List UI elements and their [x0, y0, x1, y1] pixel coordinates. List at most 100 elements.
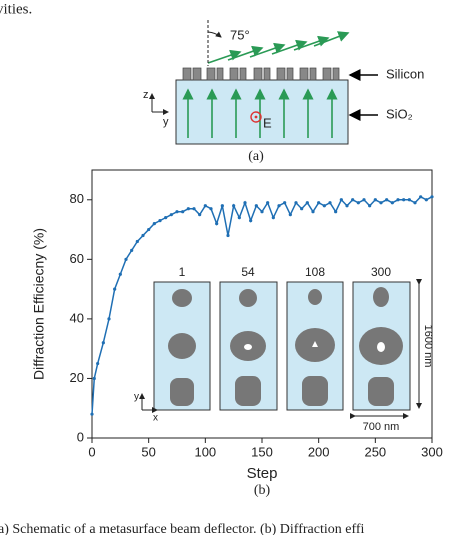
- silicon-label: Silicon: [386, 66, 424, 81]
- inset-shapes: [168, 287, 403, 406]
- data-point: [379, 201, 383, 205]
- data-point: [283, 201, 287, 205]
- data-point: [141, 233, 145, 238]
- data-point: [232, 204, 236, 208]
- data-point: [215, 222, 219, 226]
- axis-label: x: [153, 413, 158, 424]
- data-point: [430, 195, 434, 199]
- x-tick-label: 250: [364, 444, 386, 459]
- x-tick-label: 0: [88, 444, 95, 459]
- angle-arc: [207, 31, 222, 38]
- data-point: [396, 198, 400, 202]
- x-tick-label: 50: [141, 444, 155, 459]
- chart: Diffraction Efficiecny (%) Step (b) 0 50 1…: [31, 169, 443, 498]
- field-symbol: [250, 111, 262, 123]
- data-point: [300, 207, 304, 211]
- caption: a) Schematic of a metasurface beam defle…: [0, 522, 365, 535]
- axis-label: y: [163, 116, 169, 128]
- data-point: [203, 204, 207, 208]
- data-point: [243, 201, 247, 205]
- x-tick-label: 300: [421, 444, 443, 459]
- angle-label: 75°: [230, 27, 250, 42]
- x-axis-label: Step: [247, 465, 278, 482]
- data-point: [237, 216, 241, 220]
- field-dot: [254, 115, 258, 119]
- data-point: [356, 201, 360, 205]
- y-tick-label: 60: [70, 251, 84, 266]
- silicon-blocks: [182, 67, 340, 81]
- data-point: [113, 287, 117, 291]
- data-point: [226, 233, 230, 238]
- data-point: [92, 376, 96, 381]
- inset-step-label: 300: [371, 265, 391, 279]
- y-tick-label: 0: [77, 429, 84, 444]
- data-point: [334, 210, 338, 214]
- data-point: [328, 201, 332, 205]
- data-point: [254, 204, 258, 208]
- data-point: [266, 201, 270, 205]
- width-label: 700 nm: [363, 421, 400, 433]
- data-point: [294, 201, 298, 205]
- data-point: [186, 207, 190, 211]
- panel-label: (b): [254, 483, 271, 498]
- data-point: [181, 210, 185, 214]
- field-label: E: [263, 115, 272, 130]
- data-point: [288, 213, 292, 217]
- inset-step-label: 54: [241, 265, 255, 279]
- data-point: [277, 204, 281, 208]
- schematic: 75° Silicon SiO₂ z y E (a): [143, 20, 424, 164]
- data-point: [147, 227, 151, 232]
- axis-label: y: [134, 392, 139, 403]
- data-point: [209, 207, 213, 211]
- data-point: [271, 216, 275, 220]
- height-label: 1600 nm: [422, 325, 434, 368]
- data-point: [407, 198, 411, 202]
- data-point: [107, 317, 111, 321]
- data-point: [96, 361, 100, 366]
- data-point: [351, 198, 355, 202]
- data-point: [362, 198, 366, 202]
- top-text: vities.: [0, 1, 32, 17]
- data-point: [413, 201, 417, 205]
- data-point: [124, 257, 128, 261]
- data-point: [175, 210, 179, 214]
- data-point: [130, 248, 134, 252]
- substrate: [175, 79, 349, 145]
- x-tick-label: 150: [251, 444, 273, 459]
- y-tick-label: 40: [70, 310, 84, 325]
- y-axis-label: Diffraction Efficiecny (%): [31, 228, 47, 380]
- data-point: [373, 198, 377, 202]
- data-point: [390, 201, 394, 205]
- data-point: [164, 216, 168, 220]
- data-point: [385, 198, 389, 202]
- data-point: [90, 412, 94, 416]
- green-arrows: [182, 31, 350, 138]
- x-tick-label: 100: [194, 444, 216, 459]
- data-point: [322, 204, 326, 208]
- data-point: [101, 341, 105, 345]
- data-point: [260, 210, 264, 214]
- data-point: [249, 219, 253, 223]
- axis-label: z: [143, 89, 149, 101]
- data-point: [118, 272, 122, 276]
- inset-step-label: 1: [179, 265, 186, 279]
- data-point: [419, 195, 423, 199]
- data-point: [345, 204, 349, 208]
- x-tick-label: 200: [308, 444, 330, 459]
- data-point: [192, 207, 196, 211]
- inset: 1600 nm 700 nm y x 1 54 108 300: [134, 265, 434, 433]
- sio2-label: SiO₂: [386, 106, 413, 121]
- data-point: [424, 198, 428, 202]
- inset-step-label: 108: [305, 265, 325, 279]
- data-point: [198, 213, 202, 217]
- data-point: [402, 198, 406, 202]
- data-point: [317, 201, 321, 205]
- y-tick-label: 80: [70, 191, 84, 206]
- y-tick-label: 20: [70, 370, 84, 385]
- data-point: [220, 204, 224, 208]
- data-point: [305, 201, 309, 205]
- data-point: [368, 204, 372, 208]
- data-point: [311, 210, 315, 214]
- data-point: [135, 239, 139, 244]
